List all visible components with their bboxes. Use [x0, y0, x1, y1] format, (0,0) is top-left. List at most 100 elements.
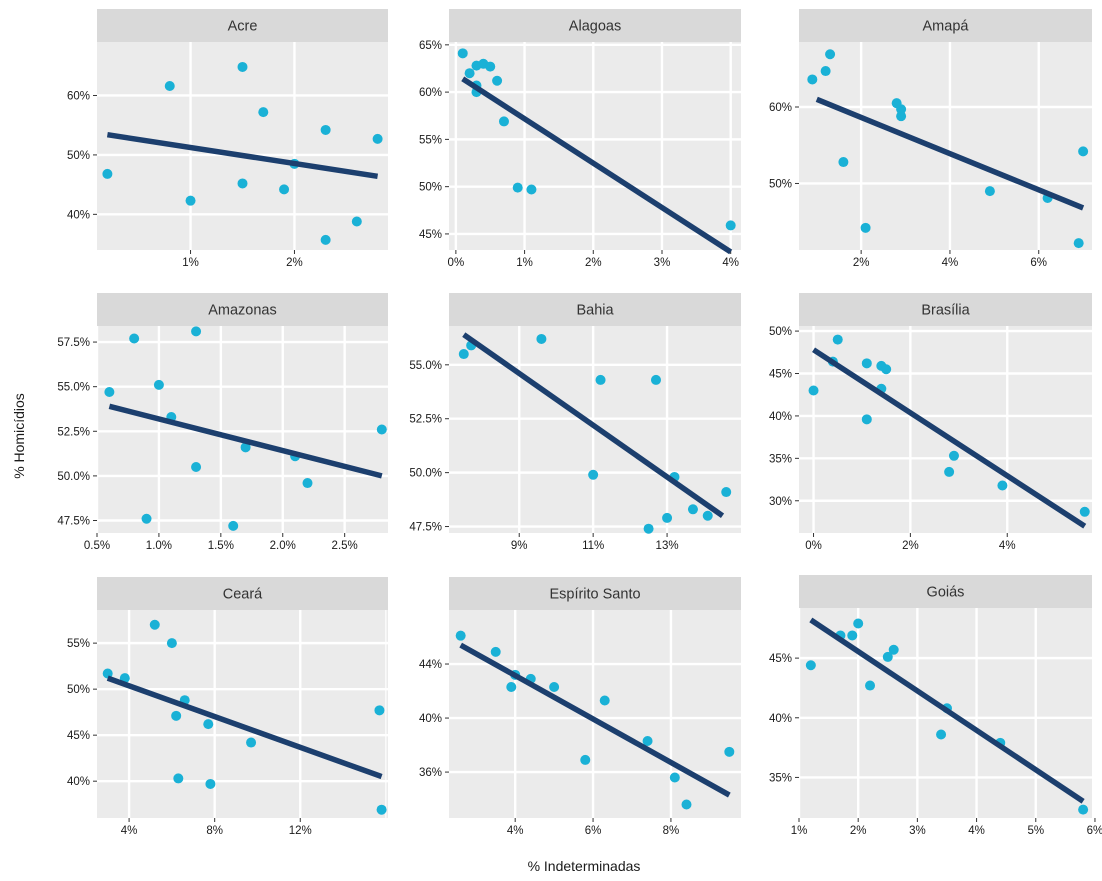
x-tick-label: 3% — [909, 825, 926, 837]
facet-title: Amapá — [923, 19, 970, 35]
data-point — [205, 778, 216, 789]
facet-strip — [799, 9, 1092, 42]
regression-line — [106, 131, 379, 180]
facet-strip — [97, 293, 388, 326]
x-tick-label: 0.5% — [84, 540, 110, 552]
panel-background — [449, 610, 741, 818]
data-point — [643, 523, 654, 534]
data-point — [490, 646, 501, 657]
data-point — [896, 104, 907, 115]
data-point — [1078, 146, 1089, 157]
facet-strip — [799, 575, 1092, 608]
data-point — [896, 111, 907, 122]
data-point — [888, 644, 899, 655]
y-tick-label: 44% — [419, 659, 442, 671]
data-point — [721, 487, 732, 498]
data-point — [512, 182, 523, 193]
data-point — [237, 178, 248, 189]
data-point — [320, 124, 331, 135]
facet-panel: Alagoas 0% 1% 2% 3% 4% 45% 50% 55% 60% 65% — [419, 9, 741, 269]
data-point — [129, 333, 140, 344]
y-tick-label: 40% — [67, 209, 90, 221]
facet-title: Bahia — [576, 303, 614, 319]
facet-panel: Acre 1% 2% 40% 50% 60% — [67, 9, 388, 269]
x-tick-label: 1% — [791, 825, 808, 837]
x-tick-label: 2% — [585, 257, 602, 269]
data-point — [825, 49, 836, 60]
y-tick-label: 35% — [769, 772, 792, 784]
data-point — [861, 358, 872, 369]
y-tick-label: 40% — [769, 411, 792, 423]
data-point — [948, 450, 959, 461]
x-tick-label: 1% — [182, 257, 199, 269]
x-tick-label: 2% — [850, 825, 867, 837]
facet-strip — [97, 577, 388, 610]
y-tick-label: 30% — [769, 496, 792, 508]
facet-panel: Goiás 1% 2% 3% 4% 5% 6% 35% 40% 45% — [769, 575, 1102, 837]
x-tick-label: 13% — [656, 540, 679, 552]
x-tick-label: 8% — [206, 825, 223, 837]
data-point — [662, 512, 673, 523]
facet-panel: Ceará 4% 8% 12% 40% 45% 50% 55% — [67, 577, 388, 837]
facet-title: Goiás — [927, 585, 965, 601]
data-point — [376, 804, 387, 815]
x-tick-label: 6% — [585, 825, 602, 837]
data-point — [185, 195, 196, 206]
data-point — [376, 424, 387, 435]
data-point — [104, 387, 115, 398]
data-point — [650, 374, 661, 385]
data-point — [725, 220, 736, 231]
data-point — [153, 379, 164, 390]
y-tick-label: 60% — [67, 90, 90, 102]
data-point — [372, 133, 383, 144]
data-point — [865, 680, 876, 691]
x-tick-label: 1% — [516, 257, 533, 269]
facet-strip — [97, 9, 388, 42]
y-tick-label: 40% — [769, 713, 792, 725]
y-tick-label: 60% — [769, 102, 792, 114]
data-point — [807, 74, 818, 85]
data-point — [351, 216, 362, 227]
y-tick-label: 47.5% — [409, 522, 442, 534]
data-point — [526, 184, 537, 195]
data-point — [882, 651, 893, 662]
data-point — [861, 414, 872, 425]
x-tick-label: 0% — [448, 257, 465, 269]
x-tick-label: 4% — [968, 825, 985, 837]
data-point — [1073, 238, 1084, 249]
regression-line — [108, 403, 383, 479]
panel-background — [449, 42, 741, 250]
y-tick-label: 36% — [419, 767, 442, 779]
data-point — [258, 107, 269, 118]
y-axis-label: % Homicídios — [11, 393, 27, 479]
data-point — [171, 710, 182, 721]
y-tick-label: 52.5% — [57, 426, 90, 438]
y-tick-label: 45% — [67, 730, 90, 742]
y-tick-label: 50% — [67, 684, 90, 696]
facet-title: Acre — [228, 19, 258, 35]
data-point — [455, 630, 466, 641]
data-point — [1079, 506, 1090, 517]
data-point — [860, 222, 871, 233]
facet-strip — [449, 577, 741, 610]
data-point — [237, 61, 248, 72]
data-point — [102, 168, 113, 179]
x-tick-label: 2% — [902, 540, 919, 552]
data-point — [458, 349, 469, 360]
x-tick-label: 5% — [1027, 825, 1044, 837]
data-point — [805, 660, 816, 671]
y-tick-label: 55% — [67, 638, 90, 650]
y-tick-label: 50% — [67, 150, 90, 162]
facet-strip — [449, 293, 741, 326]
facet-title: Amazonas — [208, 303, 277, 319]
data-point — [457, 48, 468, 59]
y-tick-label: 40% — [67, 776, 90, 788]
data-point — [687, 504, 698, 515]
x-tick-label: 0% — [805, 540, 822, 552]
data-point — [936, 729, 947, 740]
data-point — [246, 737, 257, 748]
facet-panel: Amapá 2% 4% 6% 50% 60% — [769, 9, 1092, 269]
regression-line — [459, 642, 731, 798]
data-point — [191, 461, 202, 472]
y-tick-label: 45% — [769, 369, 792, 381]
